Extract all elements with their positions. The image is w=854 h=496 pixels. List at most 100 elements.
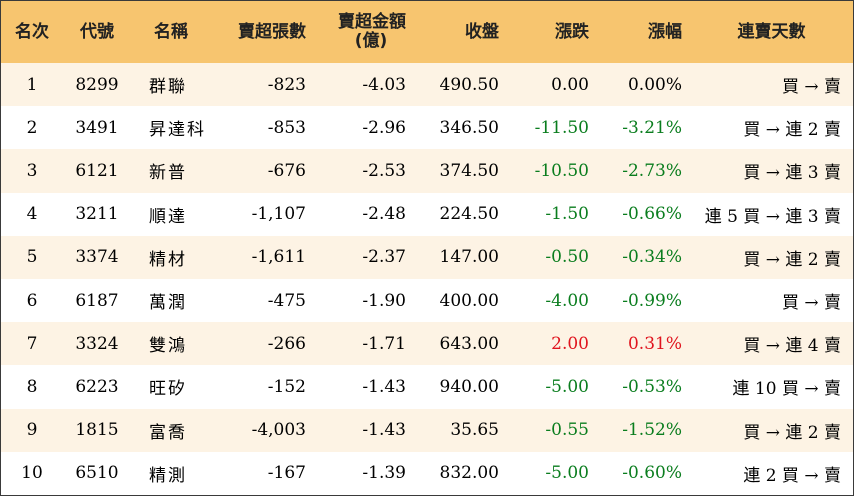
- cell-close: 400.00: [439, 290, 499, 311]
- cell-streak: 連 5 買 → 連 3 賣: [704, 206, 841, 227]
- table-row: 9 1815 富喬 -4,003 -1.43 35.65 -0.55 -1.52% 買 → 連 …: [1, 408, 853, 452]
- cell-change-pct: -0.60%: [622, 463, 682, 484]
- header-net-lots: 賣超張數: [238, 21, 306, 42]
- cell-name: 雙鴻: [149, 336, 187, 357]
- cell-name: 精材: [149, 249, 187, 270]
- header-net-amount-unit: (億): [354, 31, 388, 51]
- cell-rank: 10: [21, 463, 43, 484]
- cell-rank: 8: [26, 376, 38, 397]
- cell-name: 富喬: [149, 422, 187, 443]
- cell-close: 147.00: [439, 247, 499, 268]
- cell-change-pct: -0.53%: [622, 376, 682, 397]
- cell-change-pct: -3.21%: [622, 117, 682, 138]
- cell-rank: 6: [26, 290, 38, 311]
- cell-net-amount: -2.53: [362, 160, 406, 181]
- cell-code: 8299: [75, 74, 119, 95]
- cell-code: 3374: [75, 247, 119, 268]
- cell-streak: 買 → 賣: [781, 77, 841, 98]
- cell-change-pct: 0.31%: [627, 333, 682, 354]
- cell-change: 2.00: [551, 333, 589, 354]
- header-change: 漲跌: [555, 21, 589, 42]
- table-header-row: 名次 代號 名稱 賣超張數 賣超金額 (億) 收盤 漲跌 漲幅 連賣天數: [1, 1, 853, 63]
- cell-rank: 2: [26, 117, 38, 138]
- cell-code: 3211: [75, 204, 119, 225]
- cell-rank: 5: [26, 247, 38, 268]
- table-row: 8 6223 旺矽 -152 -1.43 940.00 -5.00 -0.53% 連 10 買 …: [1, 365, 853, 409]
- cell-close: 643.00: [439, 333, 499, 354]
- cell-change-pct: 0.00%: [627, 74, 682, 95]
- header-code: 代號: [80, 21, 114, 42]
- cell-net-lots: -152: [267, 376, 306, 397]
- cell-change: -11.50: [534, 117, 589, 138]
- cell-net-lots: -266: [267, 333, 306, 354]
- cell-name: 精測: [149, 465, 187, 486]
- cell-change: -0.50: [545, 247, 589, 268]
- cell-name: 群聯: [149, 77, 187, 98]
- cell-code: 6510: [75, 463, 119, 484]
- cell-close: 832.00: [439, 463, 499, 484]
- cell-net-amount: -1.43: [362, 376, 406, 397]
- table-row: 2 3491 昇達科 -853 -2.96 346.50 -11.50 -3.21% 買 → 連…: [1, 106, 853, 150]
- table-row: 6 6187 萬潤 -475 -1.90 400.00 -4.00 -0.99% 買 → 賣: [1, 278, 853, 323]
- cell-name: 順達: [149, 206, 187, 227]
- table-row: 4 3211 順達 -1,107 -2.48 224.50 -1.50 -0.66% 連 5 買…: [1, 192, 853, 236]
- header-net-amount: 賣超金額 (億): [314, 1, 414, 63]
- table-row: 7 3324 雙鴻 -266 -1.71 643.00 2.00 0.31% 買 → 連 4 賣: [1, 322, 853, 366]
- header-change-pct: 漲幅: [648, 21, 682, 42]
- cell-name: 昇達科: [149, 120, 206, 141]
- cell-net-amount: -1.71: [362, 333, 406, 354]
- header-streak: 連賣天數: [737, 21, 806, 42]
- cell-name: 新普: [149, 163, 187, 184]
- cell-code: 6187: [75, 290, 119, 311]
- cell-net-amount: -1.39: [362, 463, 406, 484]
- cell-code: 1815: [75, 420, 119, 441]
- cell-change: 0.00: [551, 74, 589, 95]
- cell-rank: 9: [26, 420, 38, 441]
- cell-streak: 買 → 連 4 賣: [743, 336, 841, 357]
- cell-net-amount: -1.90: [362, 290, 406, 311]
- cell-net-lots: -823: [267, 74, 306, 95]
- cell-change-pct: -0.66%: [622, 204, 682, 225]
- cell-net-amount: -2.96: [362, 117, 406, 138]
- cell-name: 旺矽: [149, 379, 187, 400]
- cell-close: 35.65: [450, 420, 499, 441]
- cell-change: -5.00: [545, 463, 589, 484]
- cell-streak: 連 10 買 → 賣: [732, 379, 842, 400]
- table-row: 10 6510 精測 -167 -1.39 832.00 -5.00 -0.60% 連 2 買 …: [1, 451, 853, 495]
- cell-name: 萬潤: [149, 293, 187, 314]
- cell-change-pct: -0.34%: [622, 247, 682, 268]
- cell-rank: 1: [26, 74, 38, 95]
- cell-rank: 3: [26, 160, 38, 181]
- cell-change-pct: -2.73%: [622, 160, 682, 181]
- cell-change: -5.00: [545, 376, 589, 397]
- cell-code: 3491: [75, 117, 119, 138]
- cell-close: 374.50: [439, 160, 499, 181]
- cell-code: 6223: [75, 376, 119, 397]
- cell-net-lots: -4,003: [251, 420, 306, 441]
- cell-change-pct: -1.52%: [622, 420, 682, 441]
- cell-net-amount: -4.03: [362, 74, 406, 95]
- cell-net-amount: -2.37: [362, 247, 406, 268]
- cell-change: -10.50: [534, 160, 589, 181]
- cell-rank: 4: [26, 204, 38, 225]
- cell-net-lots: -475: [267, 290, 306, 311]
- cell-close: 490.50: [439, 74, 499, 95]
- cell-rank: 7: [26, 333, 38, 354]
- cell-streak: 連 2 買 → 賣: [743, 465, 841, 486]
- cell-code: 6121: [75, 160, 119, 181]
- cell-streak: 買 → 連 2 賣: [743, 249, 841, 270]
- cell-net-amount: -1.43: [362, 420, 406, 441]
- header-net-amount-label: 賣超金額: [338, 12, 406, 32]
- cell-close: 940.00: [439, 376, 499, 397]
- cell-change: -0.55: [545, 420, 589, 441]
- cell-code: 3324: [75, 333, 119, 354]
- cell-net-amount: -2.48: [362, 204, 406, 225]
- cell-streak: 買 → 連 2 賣: [743, 422, 841, 443]
- cell-streak: 買 → 連 2 賣: [743, 120, 841, 141]
- cell-close: 224.50: [439, 204, 499, 225]
- header-name: 名稱: [154, 21, 188, 42]
- header-rank: 名次: [15, 21, 49, 42]
- cell-change-pct: -0.99%: [622, 290, 682, 311]
